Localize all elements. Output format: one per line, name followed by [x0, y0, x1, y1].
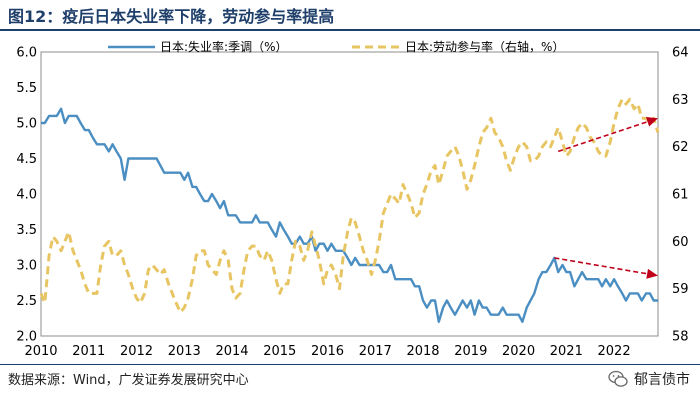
left-axis-tick-label: 4.0 [16, 188, 37, 203]
left-axis-tick-label: 5.0 [16, 117, 37, 132]
right-axis-tick-label: 58 [672, 330, 689, 345]
left-axis-tick-label: 5.5 [16, 81, 37, 96]
wechat-icon [608, 370, 628, 387]
axes: 2.0 2.5 3.0 3.5 4.0 4.5 5.0 5.5 6.0 58 59 60 61 62 63 6… [16, 46, 688, 360]
participation-rate-line [39, 97, 660, 314]
x-axis-tick-label: 2020 [502, 344, 535, 359]
x-axis-tick-label: 2010 [24, 344, 57, 359]
right-axis-tick-label: 62 [672, 140, 689, 155]
trend-arrow-head [646, 268, 658, 279]
figure-title: 图12：疫后日本失业率下降，劳动参与率提高 [8, 7, 335, 26]
trend-arrow-head [645, 116, 658, 127]
brand-name: 郁言债市 [634, 372, 690, 388]
left-axis-tick-label: 2.0 [16, 330, 37, 345]
right-axis-tick-label: 64 [672, 46, 689, 61]
trend-annotations [554, 116, 658, 279]
trend-arrow-line [557, 120, 648, 153]
line-chart: 2.0 2.5 3.0 3.5 4.0 4.5 5.0 5.5 6.0 58 59 60 61 62 63 6… [16, 39, 688, 360]
footer-rule [0, 364, 700, 365]
legend-label-unemployment: 日本:失业率:季调（%） [160, 39, 288, 54]
legend: 日本:失业率:季调（%） 日本:劳动参与率（右轴，%） [108, 39, 564, 54]
x-axis-tick-label: 2018 [406, 344, 439, 359]
header-rule [0, 29, 700, 31]
x-axis-tick-label: 2013 [168, 344, 201, 359]
left-axis-tick-label: 2.5 [16, 294, 37, 309]
left-axis-tick-label: 6.0 [16, 46, 37, 61]
brand-mark: 郁言债市 [608, 369, 690, 389]
left-axis-tick-label: 3.5 [16, 223, 37, 238]
left-axis-tick-label: 4.5 [16, 152, 37, 167]
right-axis-tick-label: 60 [672, 235, 689, 250]
x-axis-tick-label: 2015 [263, 344, 296, 359]
unemployment-rate-line [41, 107, 658, 323]
left-axis-tick-label: 3.0 [16, 259, 37, 274]
x-axis-tick-label: 2012 [120, 344, 153, 359]
x-axis-tick-label: 2021 [550, 344, 583, 359]
x-axis-tick-label: 2011 [72, 344, 105, 359]
right-axis-tick-label: 61 [672, 188, 689, 203]
source-note: 数据来源：Wind，广发证券发展研究中心 [8, 373, 249, 388]
right-axis-tick-label: 63 [672, 93, 689, 108]
x-axis-tick-label: 2016 [311, 344, 344, 359]
right-axis-tick-label: 59 [672, 282, 689, 297]
plot-frame [40, 51, 659, 337]
series-lines [39, 97, 660, 323]
x-axis-tick-label: 2017 [359, 344, 392, 359]
x-axis-tick-label: 2022 [598, 344, 631, 359]
legend-label-participation: 日本:劳动参与率（右轴，%） [405, 39, 564, 54]
x-axis-tick-label: 2014 [215, 344, 248, 359]
x-axis-tick-label: 2019 [454, 344, 487, 359]
